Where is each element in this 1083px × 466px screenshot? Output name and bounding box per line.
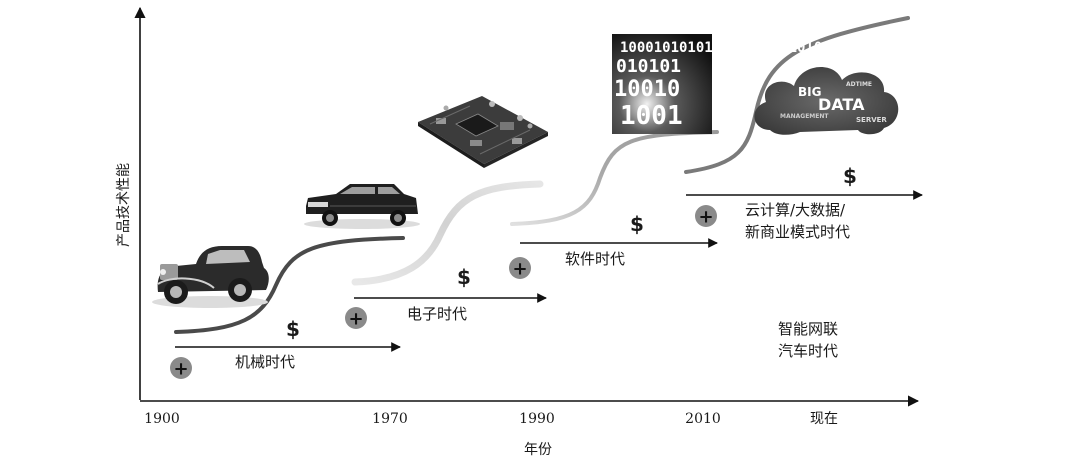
s-curve-software	[510, 130, 719, 226]
s-curve-cloud	[684, 16, 910, 174]
y-axis-label: 产品技术性能	[116, 163, 132, 247]
big-data-cloud-image: BIG DATA ADTIME MANAGEMENT SERVER	[754, 67, 899, 135]
x-tick-1900: 1900	[144, 411, 180, 427]
svg-text:010101: 010101	[616, 56, 681, 77]
era-label-electronic: 电子时代	[407, 305, 467, 323]
s-curve-electronic	[351, 180, 544, 286]
plus-badge-software: +	[509, 257, 531, 280]
plus-badge-mechanical: +	[170, 357, 192, 380]
svg-text:SERVER: SERVER	[856, 116, 887, 124]
vintage-car-image	[152, 246, 269, 308]
label-line: 新商业模式时代	[745, 223, 850, 241]
label-line: 智能网联	[778, 320, 838, 338]
s-curve-mechanical	[174, 236, 405, 334]
binary-row-1: 1000101010111010010110100	[620, 40, 831, 56]
binary-code-image: 1000101010111010010110100 010101 10010 1…	[612, 34, 831, 134]
era-label-mechanical: 机械时代	[235, 353, 295, 371]
x-tick-2010: 2010	[685, 411, 721, 427]
svg-text:ADTIME: ADTIME	[846, 81, 872, 88]
dollar-icon-electronic: $	[457, 265, 471, 289]
svg-text:+: +	[698, 207, 713, 228]
svg-text:DATA: DATA	[818, 95, 865, 114]
x-tick-1990: 1990	[519, 411, 555, 427]
dollar-icon-software: $	[630, 212, 644, 236]
svg-text:BIG: BIG	[798, 85, 821, 99]
plus-badge-electronic: +	[345, 307, 367, 330]
dollar-icon-cloud: $	[843, 164, 857, 188]
label-line: 汽车时代	[778, 342, 838, 360]
svg-text:MANAGEMENT: MANAGEMENT	[780, 113, 829, 120]
era-label-cloud: 云计算/大数据/新商业模式时代	[745, 201, 850, 241]
svg-text:+: +	[348, 309, 363, 330]
era-label-intelligent: 智能网联汽车时代	[778, 320, 838, 360]
label-line: 云计算/大数据/	[745, 201, 846, 219]
era-label-software: 软件时代	[565, 250, 625, 268]
plus-badge-cloud: +	[695, 205, 717, 228]
x-tick-1970: 1970	[372, 411, 408, 427]
modern-sedan-image	[304, 184, 420, 229]
circuit-board-image	[418, 96, 548, 168]
x-axis-label: 年份	[524, 442, 552, 458]
svg-text:+: +	[173, 359, 188, 380]
svg-text:1001: 1001	[620, 101, 683, 131]
svg-text:+: +	[512, 259, 527, 280]
x-tick-now: 现在	[810, 411, 838, 427]
dollar-icon-mechanical: $	[286, 317, 300, 341]
svg-text:10010: 10010	[614, 77, 680, 102]
